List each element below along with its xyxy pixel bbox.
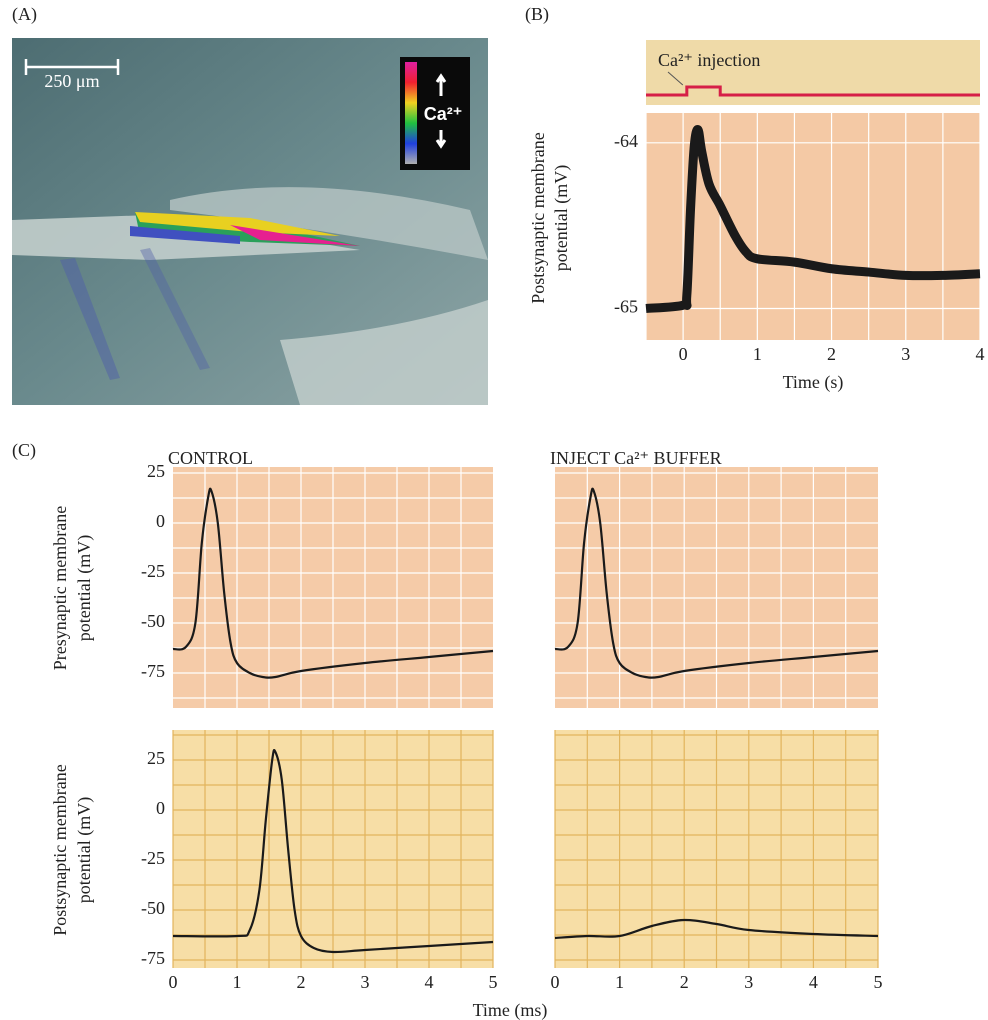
y-axis-label: potential (mV) [74,797,95,903]
y-tick-label: 0 [156,798,165,818]
x-tick-label: 3 [901,344,910,364]
y-tick-label: -75 [141,661,165,681]
x-tick-label: 0 [679,344,688,364]
x-tick-label: 5 [489,972,498,992]
y-tick-label: -64 [614,131,638,151]
y-tick-label: -65 [614,297,638,317]
x-tick-label: 0 [169,972,178,992]
y-axis-label: potential (mV) [551,165,572,271]
x-tick-label: 2 [297,972,306,992]
y-axis-label: Postsynaptic membrane [528,132,548,303]
x-tick-label: 1 [753,344,762,364]
micrograph: Ca²⁺ 250 μm [12,38,488,405]
chart-title: INJECT Ca²⁺ BUFFER [550,448,722,468]
panel-label: (A) [12,4,37,25]
x-tick-label: 0 [551,972,560,992]
x-tick-label: 4 [425,972,434,992]
y-tick-label: -50 [141,898,165,918]
x-tick-label: 3 [361,972,370,992]
x-tick-label: 4 [976,344,985,364]
stimulus-label: Ca²⁺ injection [658,50,760,70]
panel-label: (B) [525,4,549,25]
y-tick-label: -50 [141,611,165,631]
x-axis-label: Time (ms) [473,1000,548,1020]
scale-bar-label: 250 μm [44,71,99,91]
y-tick-label: -25 [141,848,165,868]
x-tick-label: 4 [809,972,818,992]
y-tick-label: 0 [156,511,165,531]
x-tick-label: 5 [874,972,883,992]
panel-label: (C) [12,440,36,461]
x-tick-label: 2 [680,972,689,992]
x-axis-label: Time (s) [783,372,844,393]
figure: (A) (B) (C) Ca²⁺ 250 μm Time (ms) 0 1 2 3 4 -… [0,0,988,1020]
y-axis-label: Presynaptic membrane [50,506,70,670]
y-axis-label: Postsynaptic membrane [50,764,70,935]
legend-label: Ca²⁺ [424,104,463,124]
y-axis-label: potential (mV) [74,535,95,641]
x-tick-label: 2 [827,344,836,364]
x-tick-label: 1 [233,972,242,992]
x-tick-label: 3 [744,972,753,992]
y-tick-label: 25 [147,461,165,481]
y-tick-label: -25 [141,561,165,581]
y-tick-label: -75 [141,948,165,968]
y-tick-label: 25 [147,748,165,768]
x-tick-label: 1 [615,972,624,992]
chart-title: CONTROL [168,448,253,468]
